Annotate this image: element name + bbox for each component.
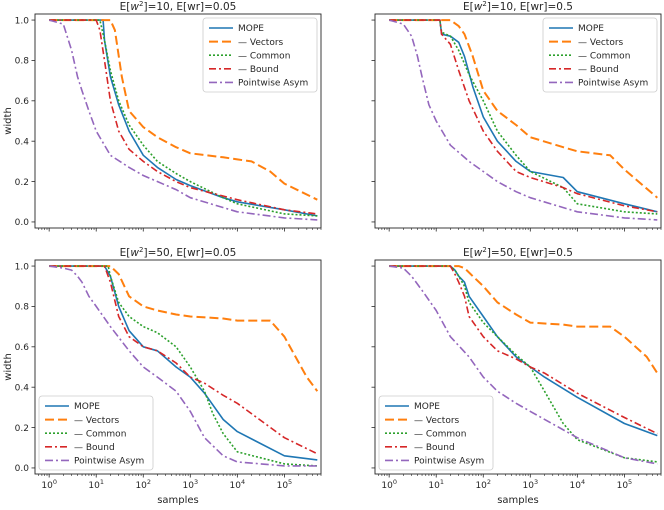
series-line-3 bbox=[389, 19, 658, 215]
series-line-1 bbox=[389, 19, 658, 213]
x-axis-label: samples bbox=[157, 495, 199, 506]
series-line-5 bbox=[48, 19, 318, 221]
panel-1: 0.0 0.2 0.4 0.6 0.8 1.0 E[w2]=10, E[wr]=0.05 wi… bbox=[3, 0, 322, 232]
axes-frame bbox=[34, 259, 322, 475]
series-line-4 bbox=[49, 265, 318, 455]
x-tick-label: 105 bbox=[277, 478, 293, 491]
panel-4: 100 101 102 103 104 105 E[w2]=50, E[wr]=0.5 sam… bbox=[371, 246, 662, 506]
legend-label-1: MOPE bbox=[74, 402, 100, 412]
series-line-4 bbox=[49, 19, 318, 215]
series-line-5 bbox=[49, 265, 318, 467]
legend-box bbox=[378, 395, 494, 471]
series-line-2 bbox=[389, 265, 659, 374]
panel-title: E[w2]=50, E[wr]=0.5 bbox=[463, 246, 573, 259]
x-tick-label: 102 bbox=[475, 478, 491, 491]
legend-label-5: Pointwise Asym bbox=[238, 79, 308, 89]
legend-label-4: — Bound bbox=[414, 443, 455, 453]
axes-frame bbox=[374, 13, 662, 229]
y-tick-label: 0.0 bbox=[15, 464, 30, 474]
x-tick-label: 101 bbox=[88, 478, 104, 491]
series-line-1 bbox=[49, 265, 318, 461]
series-line-5 bbox=[389, 265, 658, 465]
x-tick-label: 103 bbox=[523, 478, 539, 491]
panel-2: E[w2]=10, E[wr]=0.5 MOPE — Vectors — Common… bbox=[371, 0, 662, 232]
panel-title: E[w2]=10, E[wr]=0.05 bbox=[120, 0, 237, 13]
series-group bbox=[388, 19, 658, 221]
x-tick-label: 103 bbox=[183, 478, 199, 491]
legend-box bbox=[38, 395, 154, 471]
series-group bbox=[49, 265, 319, 467]
x-tick-label: 101 bbox=[428, 478, 444, 491]
y-tick-label: 0.4 bbox=[15, 137, 30, 147]
series-line-2 bbox=[49, 19, 318, 201]
legend-label-2: — Vectors bbox=[414, 416, 460, 426]
axes-frame bbox=[34, 13, 322, 229]
y-axis-label: width bbox=[3, 107, 14, 135]
panel-title: E[w2]=50, E[wr]=0.05 bbox=[120, 246, 237, 259]
series-group bbox=[389, 265, 659, 465]
series-line-2 bbox=[389, 19, 658, 199]
panel-title: E[w2]=10, E[wr]=0.5 bbox=[463, 0, 573, 13]
legend-label-2: — Vectors bbox=[238, 38, 284, 48]
series-line-3 bbox=[49, 19, 318, 217]
y-tick-label: 0.8 bbox=[15, 57, 30, 67]
x-tick-label: 100 bbox=[41, 478, 57, 491]
x-tick-label: 104 bbox=[570, 478, 586, 491]
legend-label-1: MOPE bbox=[414, 402, 440, 412]
y-tick-label: 1.0 bbox=[15, 262, 30, 272]
x-tick-label: 102 bbox=[135, 478, 151, 491]
legend-label-2: — Vectors bbox=[578, 38, 624, 48]
series-group bbox=[48, 19, 318, 221]
legend-box bbox=[202, 17, 318, 93]
y-tick-label: 0.8 bbox=[15, 303, 30, 313]
series-line-4 bbox=[389, 265, 658, 435]
y-tick-label: 0.6 bbox=[15, 343, 30, 353]
legend-label-5: Pointwise Asym bbox=[414, 457, 484, 467]
series-line-5 bbox=[388, 19, 658, 221]
legend-label-3: — Common bbox=[238, 51, 290, 61]
legend-label-3: — Common bbox=[578, 51, 630, 61]
y-tick-label: 0.0 bbox=[15, 218, 30, 228]
x-axis-label: samples bbox=[497, 495, 539, 506]
legend: MOPE — Vectors — Common — Bound Pointwise As… bbox=[202, 17, 318, 93]
legend-label-5: Pointwise Asym bbox=[578, 79, 648, 89]
legend-label-2: — Vectors bbox=[74, 416, 120, 426]
panel-3: 0.0 0.2 0.4 0.6 0.8 1.0 100 101 102 103 104 105 E[w2… bbox=[3, 246, 322, 506]
x-tick-label: 104 bbox=[230, 478, 246, 491]
legend-label-1: MOPE bbox=[238, 24, 264, 34]
y-tick-label: 0.4 bbox=[15, 383, 30, 393]
series-line-1 bbox=[49, 19, 318, 217]
legend-label-1: MOPE bbox=[578, 24, 604, 34]
axes-frame bbox=[374, 259, 662, 475]
legend: MOPE — Vectors — Common — Bound Pointwise As… bbox=[38, 395, 154, 471]
series-line-3 bbox=[389, 265, 658, 463]
y-tick-label: 0.6 bbox=[15, 97, 30, 107]
legend-label-4: — Bound bbox=[578, 65, 619, 75]
y-tick-label: 0.2 bbox=[15, 178, 29, 188]
legend-label-3: — Common bbox=[74, 429, 126, 439]
y-tick-label: 0.2 bbox=[15, 424, 29, 434]
x-tick-label: 105 bbox=[617, 478, 633, 491]
legend-label-4: — Bound bbox=[74, 443, 115, 453]
y-axis-label: width bbox=[3, 353, 14, 381]
y-tick-label: 1.0 bbox=[15, 16, 30, 26]
legend-label-3: — Common bbox=[414, 429, 466, 439]
series-line-4 bbox=[389, 19, 658, 213]
series-line-2 bbox=[49, 265, 319, 392]
legend-box bbox=[542, 17, 658, 93]
legend: MOPE — Vectors — Common — Bound Pointwise As… bbox=[542, 17, 658, 93]
legend-label-5: Pointwise Asym bbox=[74, 457, 144, 467]
x-tick-label: 100 bbox=[381, 478, 397, 491]
legend: MOPE — Vectors — Common — Bound Pointwise As… bbox=[378, 395, 494, 471]
legend-label-4: — Bound bbox=[238, 65, 279, 75]
series-line-3 bbox=[49, 265, 318, 467]
